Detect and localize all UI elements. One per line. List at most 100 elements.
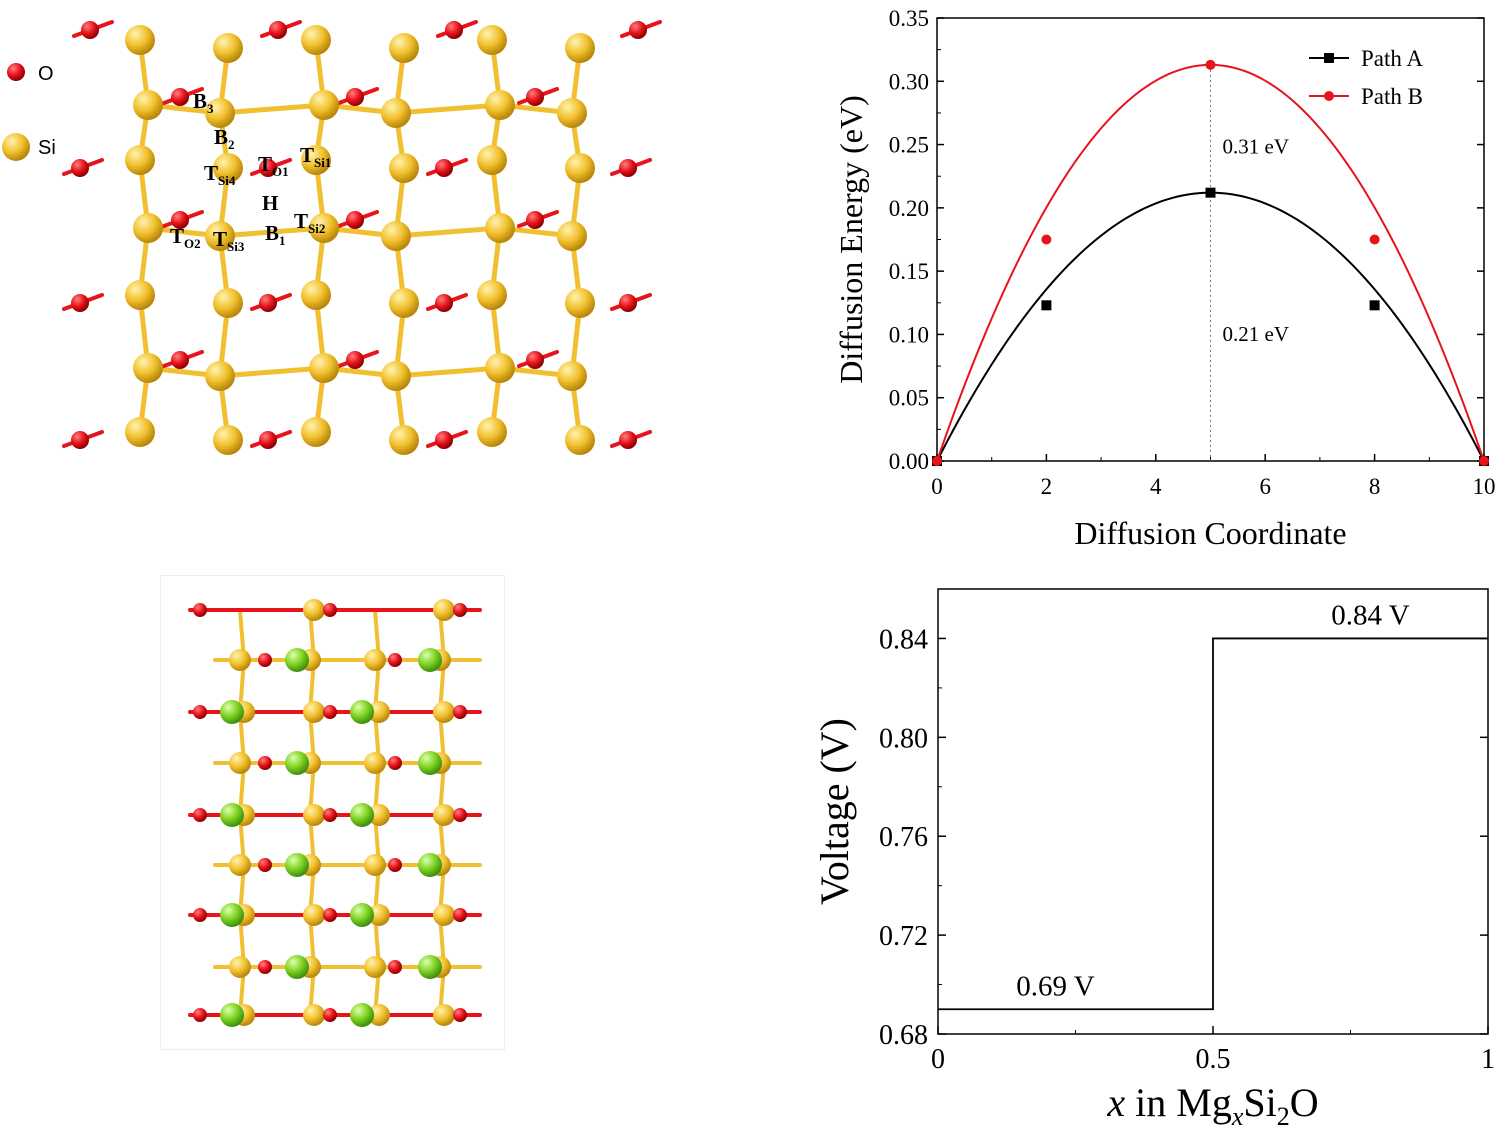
oxygen-atom — [323, 1008, 337, 1022]
silicon-atom — [301, 145, 331, 175]
silicon-atom — [205, 361, 235, 391]
oxygen-atom — [323, 808, 337, 822]
x-axis-label-part: O — [1290, 1080, 1319, 1125]
y-axis-label: Diffusion Energy (eV) — [833, 95, 869, 384]
silicon-atom — [125, 280, 155, 310]
x-tick-label: 0 — [931, 474, 943, 499]
site-label: TO2 — [170, 224, 201, 251]
silicon-atom — [381, 361, 411, 391]
y-tick-label: 0.84 — [879, 624, 928, 655]
y-tick-label: 0.76 — [879, 822, 928, 853]
silicon-atom — [477, 280, 507, 310]
y-tick-label: 0.20 — [889, 196, 929, 221]
silicon-atom — [368, 701, 390, 723]
oxygen-atom — [171, 211, 189, 229]
site-label-base: T — [258, 152, 272, 176]
legend-label: Path B — [1361, 84, 1423, 109]
data-point-path-a — [1369, 300, 1380, 311]
oxygen-atom — [346, 211, 364, 229]
silicon-atom — [389, 288, 419, 318]
oxygen-atom — [435, 159, 453, 177]
silicon-atom — [565, 425, 595, 455]
x-axis-label-part: in Mg — [1125, 1080, 1232, 1125]
oxygen-atom — [388, 960, 402, 974]
site-label-subscript: O2 — [184, 236, 201, 251]
si-si-bond — [393, 365, 503, 379]
oxygen-atom — [258, 960, 272, 974]
silicon-atom — [477, 25, 507, 55]
oxygen-atom — [193, 808, 207, 822]
oxygen-atom — [388, 858, 402, 872]
site-label: TSi3 — [213, 227, 245, 254]
oxygen-atom — [619, 159, 637, 177]
magnesium-atom — [220, 803, 244, 827]
annotation-path-b-barrier: 0.31 eV — [1223, 135, 1290, 159]
oxygen-atom — [346, 351, 364, 369]
site-label: TO1 — [258, 152, 289, 179]
silicon-atom — [368, 804, 390, 826]
silicon-atom — [433, 1004, 455, 1026]
x-tick-label: 8 — [1369, 474, 1381, 499]
x-axis-label: Diffusion Coordinate — [1074, 515, 1346, 551]
silicon-atom — [301, 417, 331, 447]
si-si-bond — [393, 102, 503, 116]
magnesium-atom — [418, 648, 442, 672]
magnesium-atom — [418, 853, 442, 877]
site-label-base: H — [262, 191, 278, 215]
magnesium-atom — [350, 803, 374, 827]
data-point-path-a — [1041, 300, 1052, 311]
site-label-subscript: Si2 — [308, 221, 325, 236]
silicon-atom — [229, 752, 251, 774]
magnesium-atom — [285, 955, 309, 979]
site-label-subscript: 3 — [207, 101, 214, 116]
diffusion-chart-panel: 0.00 0.05 0.10 0.15 0.20 0.25 0.30 0.35 0 2 4 6 8 10 D… — [820, 0, 1500, 560]
data-point-path-b — [1041, 234, 1052, 245]
x-tick-label: 2 — [1041, 474, 1053, 499]
site-label: TSi2 — [294, 209, 325, 236]
y-tick-label: 0.10 — [889, 322, 929, 347]
site-label-subscript: O1 — [272, 164, 289, 179]
silicon-atom — [229, 649, 251, 671]
oxygen-atom — [453, 1008, 467, 1022]
voltage-chart: 0.68 0.72 0.76 0.80 0.84 0 0.5 1 0.69 V 0.84 V Vol… — [812, 588, 1495, 1131]
oxygen-atom — [258, 858, 272, 872]
voltage-chart-panel: 0.68 0.72 0.76 0.80 0.84 0 0.5 1 0.69 V 0.84 V Vol… — [800, 570, 1500, 1131]
silicon-atom — [309, 90, 339, 120]
annotation-high-voltage: 0.84 V — [1331, 599, 1409, 631]
y-tick-label: 0.00 — [889, 449, 929, 474]
data-point-path-b — [1479, 456, 1489, 466]
silicon-atom — [303, 1004, 325, 1026]
annotation-low-voltage: 0.69 V — [1016, 970, 1094, 1002]
y-axis-label: Voltage (V) — [812, 718, 857, 905]
site-label-base: B — [265, 221, 279, 245]
oxygen-atom — [193, 1008, 207, 1022]
oxygen-atom — [388, 653, 402, 667]
silicon-atom — [303, 599, 325, 621]
magnesium-atom — [220, 903, 244, 927]
x-axis-label-part: x — [1231, 1102, 1244, 1131]
magnesium-atom — [285, 648, 309, 672]
site-label: H — [262, 191, 278, 215]
legend-oxygen-label: O — [38, 63, 54, 85]
site-label: TSi4 — [204, 161, 236, 188]
x-tick-label: 1 — [1481, 1044, 1495, 1075]
site-label-base: T — [204, 161, 218, 185]
silicon-atom — [229, 956, 251, 978]
y-tick-label: 0.72 — [879, 921, 928, 952]
site-label: B1 — [265, 221, 286, 248]
annotation-path-a-barrier: 0.21 eV — [1223, 322, 1290, 346]
x-tick-label: 4 — [1150, 474, 1162, 499]
site-label: B2 — [214, 125, 235, 152]
silicon-atom — [364, 649, 386, 671]
silicon-atom — [477, 145, 507, 175]
site-label-base: T — [294, 209, 308, 233]
silicon-atom — [133, 353, 163, 383]
x-tick-label: 0.5 — [1196, 1044, 1231, 1075]
silicon-atom — [205, 221, 235, 251]
silicon-atom — [364, 956, 386, 978]
structure-top-panel: O Si B3 B2 TSi4 TO1 TSi1 H TSi2 TO2 TSi3 B1 — [0, 0, 680, 480]
x-axis-label: x in MgxSi2O — [1106, 1080, 1318, 1131]
silicon-atom — [389, 153, 419, 183]
silicon-atom — [125, 145, 155, 175]
